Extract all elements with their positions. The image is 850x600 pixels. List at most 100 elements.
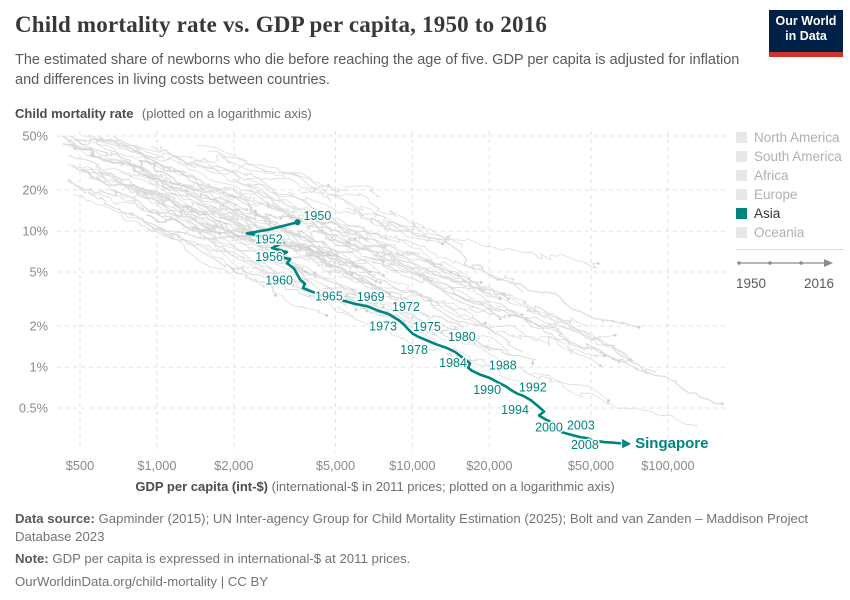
legend-item-africa[interactable]: Africa: [736, 168, 846, 183]
year-label: 1975: [413, 320, 441, 334]
country-trajectory: [259, 225, 504, 301]
country-trajectory: [97, 135, 381, 198]
country-trajectory: [527, 305, 723, 405]
legend-label: North America: [754, 130, 840, 145]
country-trajectory: [337, 276, 569, 348]
timeline-arrow-icon: [737, 259, 833, 267]
singapore-line[interactable]: [245, 220, 622, 445]
country-trajectory: [69, 135, 330, 192]
country-trajectory: [287, 192, 524, 293]
chart-footer: Data source: Gapminder (2015); UN Inter-…: [15, 510, 817, 595]
legend-swatch-icon: [736, 170, 747, 181]
owid-logo-line2: in Data: [785, 29, 827, 43]
year-label: 1960: [265, 273, 293, 287]
trajectory-end-dot: [637, 325, 641, 329]
year-label: 1988: [489, 359, 517, 373]
country-trajectory: [62, 143, 180, 185]
timeline-end-year: 2016: [803, 276, 834, 291]
country-trajectory: [523, 369, 697, 429]
x-tick-label: $1,000: [137, 458, 176, 473]
trajectory-end-dot: [507, 297, 510, 301]
year-label: 1990: [473, 383, 501, 397]
x-tick-label: $500: [66, 458, 94, 473]
legend-item-asia[interactable]: Asia: [736, 206, 846, 221]
y-tick-label: 5%: [30, 264, 49, 279]
country-trajectory: [107, 189, 354, 318]
trajectory-end-dot: [483, 321, 487, 325]
y-tick-label: 10%: [22, 224, 48, 239]
series-end-arrow-icon: [622, 439, 632, 449]
y-tick-label: 2%: [30, 319, 49, 334]
country-trajectory: [267, 220, 486, 325]
country-trajectory: [81, 171, 237, 242]
trajectory-end-dot: [520, 313, 524, 317]
y-axis-title: Child mortality rate (plotted on a logar…: [15, 105, 312, 122]
x-tick-label: $50,000: [568, 458, 614, 473]
country-trajectory: [370, 257, 635, 364]
note-line: Note: GDP per capita is expressed in int…: [15, 550, 817, 568]
year-label: 1965: [315, 289, 343, 303]
country-trajectory: [372, 251, 629, 357]
x-axis-title-bold: GDP per capita (int-$): [135, 479, 269, 494]
country-trajectory: [443, 304, 605, 358]
year-label: 1950: [303, 209, 331, 223]
x-tick-label: $5,000: [316, 458, 355, 473]
country-trajectory: [196, 144, 451, 242]
country-trajectory: [88, 192, 242, 275]
legend-swatch-icon: [736, 151, 747, 162]
country-trajectory: [266, 258, 498, 370]
year-label: 1973: [369, 319, 397, 333]
continent-legend: North America South America Africa Europ…: [736, 130, 846, 291]
trajectory-end-dot: [274, 250, 278, 254]
data-source-label: Data source:: [15, 511, 95, 526]
legend-item-south-america[interactable]: South America: [736, 149, 846, 164]
year-label: 1956: [255, 250, 283, 264]
legend-item-oceania[interactable]: Oceania: [736, 225, 846, 240]
country-trajectory: [332, 216, 591, 327]
year-label: 1978: [400, 343, 428, 357]
x-tick-label: $100,000: [641, 458, 694, 473]
year-label: 1972: [392, 300, 420, 314]
country-trajectory: [72, 193, 329, 317]
owid-logo[interactable]: Our World in Data: [769, 10, 843, 57]
note-label: Note:: [15, 551, 49, 566]
trajectory-end-dot: [598, 364, 602, 368]
legend-label: Oceania: [754, 225, 805, 240]
owid-url-link[interactable]: OurWorldinData.org/child-mortality | CC …: [15, 573, 269, 589]
trajectory-end-dot: [379, 281, 382, 284]
country-trajectory: [184, 164, 298, 214]
data-source-text: Gapminder (2015); UN Inter-agency Group …: [15, 511, 809, 544]
year-label: 1994: [501, 403, 529, 417]
singapore-series: 1950 1952 1956 1960 1965 1969 1972 1973 1975 1978…: [245, 208, 710, 454]
legend-swatch-icon: [736, 208, 747, 219]
trajectory-end-dot: [532, 385, 536, 389]
country-trajectory: [132, 191, 343, 268]
country-trajectory: [133, 169, 356, 244]
legend-item-north-america[interactable]: North America: [736, 130, 846, 145]
y-tick-label: 1%: [30, 360, 49, 375]
country-trajectory: [150, 145, 422, 255]
chart-subtitle: The estimated share of newborns who die …: [15, 52, 740, 89]
legend-item-europe[interactable]: Europe: [736, 187, 846, 202]
x-axis-title-rest: (international-$ in 2011 prices; plotted…: [271, 479, 615, 494]
x-tick-label: $2,000: [214, 458, 253, 473]
country-trajectory: [84, 133, 336, 242]
country-trajectory: [424, 258, 631, 360]
timeline-years: 1950 2016: [736, 276, 834, 291]
series-start-dot: [294, 219, 301, 226]
country-trajectory: [99, 135, 234, 201]
country-trajectory: [304, 252, 465, 330]
scatter-plot-canvas: Child mortality rate (plotted on a logar…: [15, 105, 728, 473]
country-trajectory: [322, 286, 512, 355]
year-label: 2008: [571, 438, 599, 452]
legend-swatch-icon: [736, 189, 747, 200]
trajectory-end-dot: [720, 402, 724, 406]
y-tick-label: 50%: [22, 128, 48, 143]
legend-swatch-icon: [736, 132, 747, 143]
trajectory-end-dot: [368, 270, 372, 274]
trajectory-end-dot: [596, 261, 600, 265]
trajectory-end-dot: [354, 308, 358, 312]
country-trajectory: [67, 142, 215, 193]
legend-label: Asia: [754, 206, 781, 221]
